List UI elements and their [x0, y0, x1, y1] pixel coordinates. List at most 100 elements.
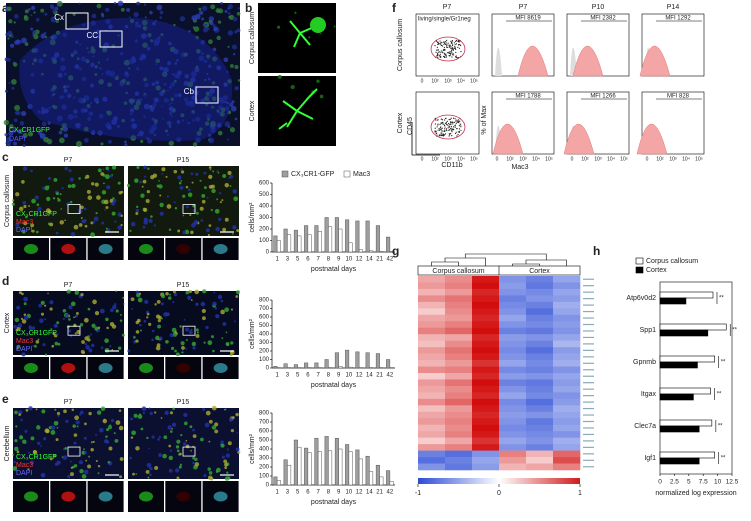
- panel-letter: b: [245, 1, 252, 15]
- heatmap-cell: [526, 373, 554, 380]
- event: [454, 45, 456, 47]
- roi-box: [67, 204, 81, 214]
- bar: [659, 451, 716, 459]
- cell: [75, 420, 80, 425]
- x-tick-label: 0: [421, 78, 424, 84]
- heatmap-cell: [418, 392, 446, 400]
- x-tick-label: 42: [387, 490, 394, 496]
- cell: [230, 308, 234, 311]
- cell: [97, 326, 101, 330]
- cell: [40, 300, 45, 305]
- x-tick-label: 6: [306, 490, 310, 496]
- panel-letter: h: [593, 244, 600, 258]
- event: [440, 51, 442, 53]
- cell: [94, 326, 99, 331]
- cell: [86, 189, 91, 194]
- cell: [96, 3, 102, 9]
- bar: [659, 457, 700, 465]
- cell: [104, 338, 109, 343]
- heatmap-cell: [553, 347, 581, 354]
- cell: [333, 25, 336, 28]
- cell: [12, 453, 14, 456]
- cell: [222, 322, 227, 327]
- heatmap-cell: [526, 314, 554, 322]
- heatmap-cell: [499, 327, 527, 335]
- cell: [78, 460, 83, 465]
- cell: [100, 406, 106, 411]
- cell: [232, 16, 238, 22]
- event: [448, 133, 450, 135]
- event: [441, 44, 443, 46]
- event: [454, 126, 456, 128]
- cell: [294, 11, 297, 14]
- cell: [71, 408, 75, 412]
- cell: [41, 121, 47, 127]
- cell: [94, 182, 99, 187]
- stain-label: Mac3: [16, 219, 33, 226]
- event: [450, 126, 453, 128]
- cell: [35, 17, 40, 22]
- cell: [8, 82, 11, 85]
- cell: [236, 11, 241, 16]
- heatmap-cell: [418, 282, 446, 290]
- cell: [140, 329, 143, 332]
- event: [445, 53, 447, 55]
- event: [444, 42, 446, 45]
- cell: [34, 212, 39, 217]
- cell: [143, 165, 147, 170]
- event: [449, 44, 451, 46]
- cell: [221, 455, 225, 459]
- y-tick-label: 300: [259, 215, 270, 221]
- cell: [16, 347, 19, 350]
- legend-swatch: [635, 257, 644, 265]
- cell: [120, 224, 123, 227]
- cell: [92, 220, 96, 224]
- heatmap-cell: [445, 276, 473, 283]
- event: [446, 130, 448, 132]
- inset-cell: [176, 491, 191, 502]
- cell: [92, 440, 95, 443]
- inset-cell: [139, 491, 153, 502]
- bar: [307, 234, 312, 253]
- cell: [204, 422, 210, 428]
- cell: [220, 1, 223, 5]
- cell: [229, 127, 236, 133]
- bar: [283, 459, 288, 486]
- cell: [35, 340, 40, 344]
- y-tick-label: 100: [259, 238, 270, 244]
- event: [454, 40, 457, 42]
- mac3-histogram: [517, 45, 549, 77]
- cell: [148, 218, 153, 223]
- event: [436, 46, 438, 48]
- heatmap-cell: [526, 424, 554, 432]
- cell: [16, 450, 20, 454]
- cell: [52, 332, 56, 335]
- cell: [79, 469, 84, 474]
- cell: [176, 449, 180, 453]
- heatmap-cell: [553, 334, 581, 341]
- cell: [194, 13, 201, 20]
- bar: [304, 362, 309, 369]
- cell: [166, 195, 170, 198]
- cell: [126, 8, 131, 12]
- heatmap-cell: [499, 366, 527, 374]
- cell: [23, 302, 27, 306]
- cell: [224, 462, 228, 467]
- cell: [201, 5, 208, 11]
- cell: [130, 436, 134, 439]
- cell: [66, 202, 71, 206]
- cell: [203, 474, 207, 478]
- y-tick-label: 0: [266, 250, 270, 256]
- cell: [54, 6, 59, 11]
- cell: [7, 6, 12, 12]
- colorbar-label: 0: [497, 490, 501, 497]
- cell: [191, 181, 194, 184]
- x-tick-label: 12: [356, 490, 363, 496]
- cell: [215, 314, 220, 319]
- heatmap-cell: [553, 308, 581, 316]
- y-tick-label: 0: [266, 483, 270, 489]
- cell: [159, 194, 162, 197]
- heatmap-cell: [526, 334, 554, 341]
- cell: [117, 0, 124, 7]
- x-tick-label: 5: [296, 257, 300, 263]
